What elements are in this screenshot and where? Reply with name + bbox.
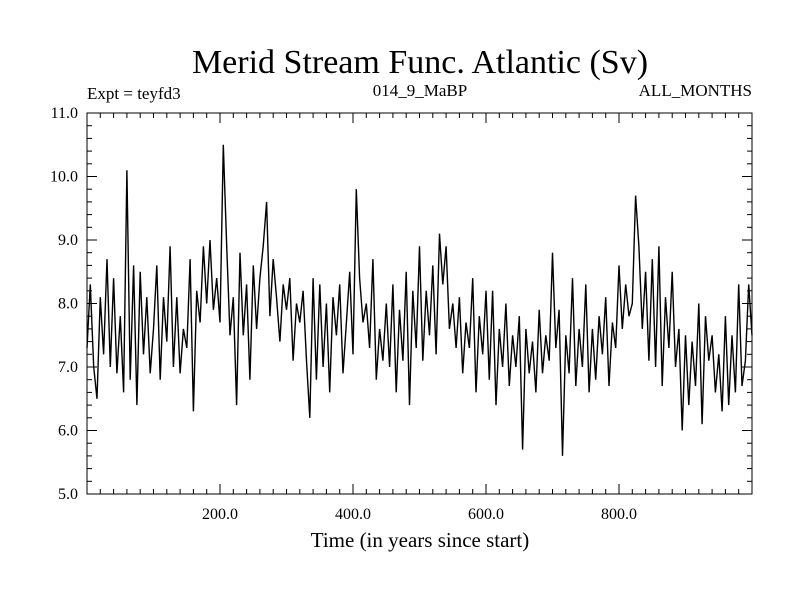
y-tick-label: 6.0 <box>58 423 78 440</box>
chart-subtitle-case: 014_9_MaBP <box>373 81 467 100</box>
x-axis: 200.0 400.0 600.0 800.0 <box>99 113 740 523</box>
y-tick-label: 8.0 <box>58 296 78 313</box>
chart-title: Merid Stream Func. Atlantic (Sv) <box>192 44 648 81</box>
chart-subtitle-months: ALL_MONTHS <box>639 81 752 100</box>
y-tick-label: 10.0 <box>50 169 78 186</box>
chart-subtitle-experiment: Expt = teyfd3 <box>87 84 181 103</box>
y-tick-label: 5.0 <box>58 486 78 503</box>
y-axis: 5.0 6.0 7.0 8.0 9.0 10.0 11.0 <box>50 105 752 503</box>
x-tick-label: 800.0 <box>601 506 637 523</box>
y-tick-label: 9.0 <box>58 232 78 249</box>
plot-frame <box>86 112 753 495</box>
y-tick-label: 7.0 <box>58 359 78 376</box>
series-group <box>86 144 753 456</box>
y-tick-label: 11.0 <box>51 105 78 122</box>
x-tick-label: 600.0 <box>468 506 504 523</box>
x-tick-label: 200.0 <box>202 506 238 523</box>
x-axis-label: Time (in years since start) <box>311 528 530 552</box>
series-line <box>86 144 753 456</box>
x-tick-label: 400.0 <box>335 506 371 523</box>
